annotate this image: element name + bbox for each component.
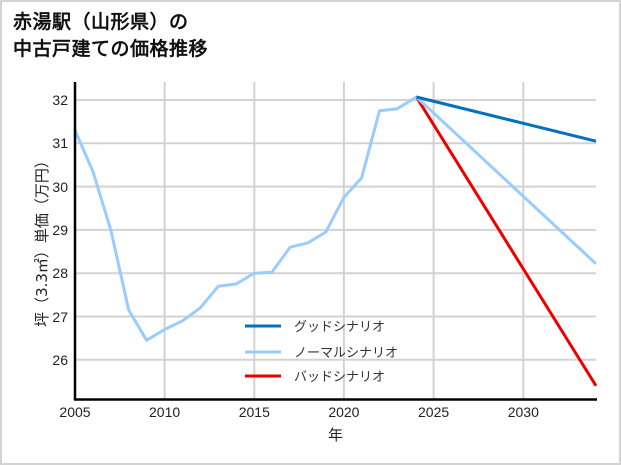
series-bad <box>415 96 598 387</box>
y-tick-label: 27 <box>52 309 68 325</box>
series-good <box>416 95 597 143</box>
y-tick-label: 28 <box>52 265 68 281</box>
y-tick-label: 32 <box>52 92 68 108</box>
x-axis-ticks: 2005 2010 2015 2020 2025 2030 <box>59 404 539 420</box>
x-tick-label: 2010 <box>149 404 180 420</box>
x-tick-label: 2020 <box>328 404 359 420</box>
x-tick-label: 2025 <box>418 404 449 420</box>
legend-item-bad: バッドシナリオ <box>245 370 385 385</box>
y-tick-label: 29 <box>52 222 68 238</box>
y-tick-label: 26 <box>52 352 68 368</box>
legend: グッドシナリオ ノーマルシナリオ バッドシナリオ <box>245 320 398 385</box>
y-axis-ticks: 32 31 30 29 28 27 26 <box>52 92 68 368</box>
legend-label: バッドシナリオ <box>294 370 385 385</box>
x-tick-label: 2030 <box>508 404 539 420</box>
x-tick-label: 2005 <box>59 404 90 420</box>
legend-label: ノーマルシナリオ <box>294 346 398 361</box>
legend-item-good: グッドシナリオ <box>245 320 385 335</box>
legend-item-normal: ノーマルシナリオ <box>245 346 398 361</box>
chart-title-line1: 赤湯駅（山形県）の <box>13 11 189 33</box>
y-axis-label: 坪（3.3㎡）単価（万円） <box>33 153 51 327</box>
chart-title: 赤湯駅（山形県）の 中古戸建ての価格推移 <box>13 9 208 63</box>
legend-label: グッドシナリオ <box>294 320 385 335</box>
chart-title-line2: 中古戸建ての価格推移 <box>13 38 209 60</box>
y-tick-label: 30 <box>52 179 68 195</box>
x-tick-label: 2015 <box>239 404 270 420</box>
x-axis-label: 年 <box>328 426 343 444</box>
gridlines <box>75 82 596 399</box>
y-tick-label: 31 <box>52 135 68 151</box>
series-normal <box>73 95 598 342</box>
